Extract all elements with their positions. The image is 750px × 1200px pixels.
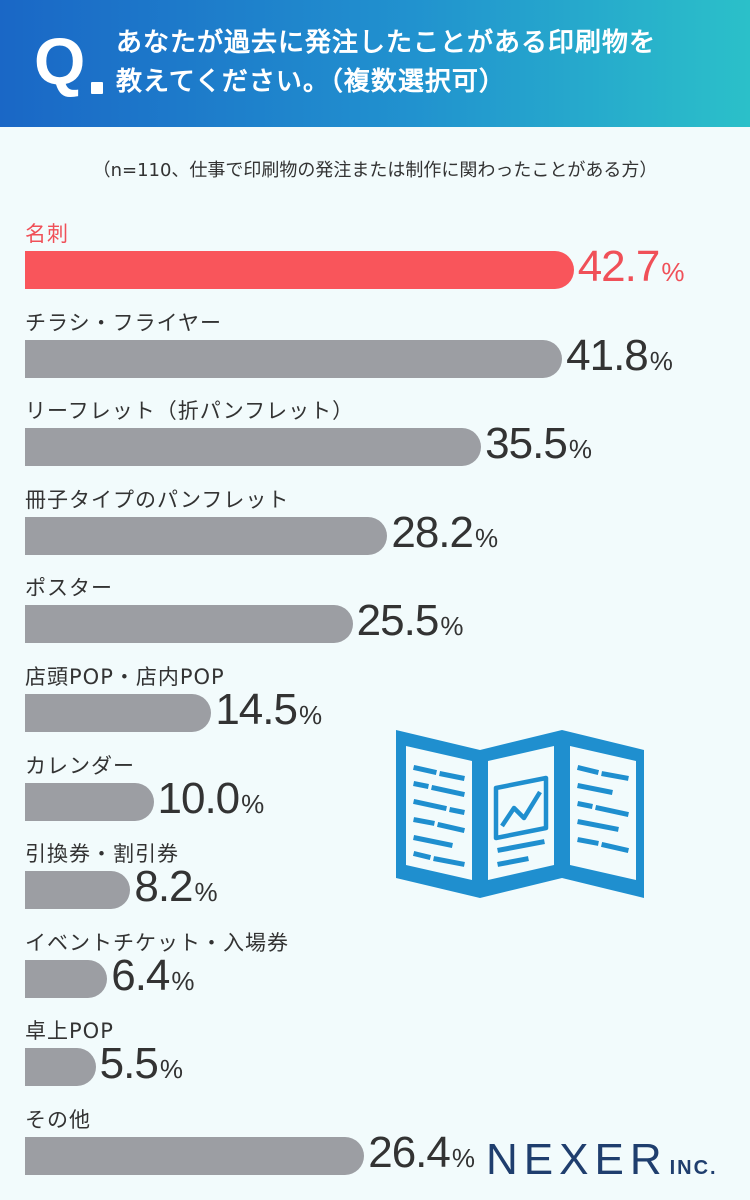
category-label: 卓上POP xyxy=(25,1019,114,1044)
category-label: その他 xyxy=(25,1108,91,1132)
value-number: 25.5 xyxy=(356,596,440,646)
value-number: 28.2 xyxy=(391,507,474,557)
value-number: 35.5 xyxy=(485,419,568,469)
chart-row: ポスター 25.5% xyxy=(25,572,725,662)
category-label: 店頭POP・店内POP xyxy=(25,665,225,689)
value-label: 25.5% xyxy=(357,596,464,646)
bar xyxy=(25,605,353,644)
category-label: 名刺 xyxy=(25,222,69,246)
folded-leaflet-icon xyxy=(396,730,644,898)
category-label: 冊子タイプのパンフレット xyxy=(25,487,290,512)
value-number: 42.7 xyxy=(577,242,661,291)
category-label: リーフレット（折パンフレット） xyxy=(25,399,355,424)
category-label: チラシ・フライヤー xyxy=(25,310,222,335)
question-header: Q あなたが過去に発注したことがある印刷物を 教えてください。（複数選択可） xyxy=(0,0,750,127)
value-unit: % xyxy=(649,345,673,376)
chart-row: 引換券・割引券 8.2% xyxy=(25,838,725,928)
chart-row: 店頭POP・店内POP 14.5% xyxy=(25,661,725,751)
value-unit: % xyxy=(661,257,685,287)
value-number: 41.8 xyxy=(566,330,649,380)
bar xyxy=(25,959,108,998)
bar xyxy=(25,428,482,467)
value-number: 26.4 xyxy=(368,1128,451,1177)
bar xyxy=(25,1048,96,1087)
value-number: 14.5 xyxy=(215,685,298,734)
value-label: 42.7% xyxy=(578,242,685,292)
chart-row: カレンダー 10.0% xyxy=(25,750,725,840)
chart-row: イベントチケット・入場券 6.4% xyxy=(25,927,725,1017)
logo-name: NEXER xyxy=(486,1135,668,1184)
sample-note: （n=110、仕事で印刷物の発注または制作に関わったことがある方） xyxy=(92,160,658,181)
nexer-logo: NEXER INC. xyxy=(486,1135,718,1185)
bar xyxy=(25,694,212,732)
bar xyxy=(25,871,131,910)
value-number: 8.2 xyxy=(134,862,193,912)
category-label: イベントチケット・入場券 xyxy=(25,930,289,955)
value-label: 35.5% xyxy=(485,419,592,469)
value-number: 10.0 xyxy=(157,773,241,823)
bar xyxy=(25,251,574,289)
bar xyxy=(25,1137,365,1175)
question-mark: Q xyxy=(34,24,86,98)
value-unit: % xyxy=(475,522,499,553)
value-label: 5.5% xyxy=(100,1039,183,1089)
value-label: 41.8% xyxy=(566,331,673,381)
value-unit: % xyxy=(440,611,464,642)
value-number: 6.4 xyxy=(111,950,170,1000)
value-unit: % xyxy=(451,1143,475,1173)
value-label: 26.4% xyxy=(368,1128,475,1178)
category-label: 引換券・割引券 xyxy=(25,842,179,867)
value-number: 5.5 xyxy=(99,1039,159,1089)
question-line-1: あなたが過去に発注したことがある印刷物を xyxy=(116,28,657,58)
category-label: カレンダー xyxy=(25,753,135,778)
bar xyxy=(25,339,563,378)
logo-suffix: INC. xyxy=(669,1157,718,1179)
value-label: 28.2% xyxy=(391,508,498,558)
chart-row: 卓上POP 5.5% xyxy=(25,1015,725,1105)
value-unit: % xyxy=(568,434,592,465)
value-label: 14.5% xyxy=(215,685,322,735)
value-label: 10.0% xyxy=(158,774,265,824)
value-unit: % xyxy=(298,700,323,730)
chart-row: チラシ・フライヤー 41.8% xyxy=(25,307,725,397)
bar xyxy=(25,516,388,555)
value-label: 8.2% xyxy=(134,862,217,912)
chart-row: 名刺 42.7% xyxy=(25,218,725,308)
question-line-2: 教えてください。（複数選択可） xyxy=(116,67,506,97)
bar xyxy=(25,782,154,821)
chart-row: リーフレット（折パンフレット） 35.5% xyxy=(25,395,725,485)
value-unit: % xyxy=(171,965,195,996)
chart-row: その他 26.4% xyxy=(25,1104,725,1194)
value-unit: % xyxy=(241,788,265,819)
question-text: あなたが過去に発注したことがある印刷物を 教えてください。（複数選択可） xyxy=(116,24,726,102)
value-label: 6.4% xyxy=(111,951,194,1001)
category-label: ポスター xyxy=(25,576,113,601)
question-mark-dot xyxy=(91,82,103,94)
value-unit: % xyxy=(194,877,218,908)
chart-row: 冊子タイプのパンフレット 28.2% xyxy=(25,484,725,574)
value-unit: % xyxy=(159,1054,183,1085)
